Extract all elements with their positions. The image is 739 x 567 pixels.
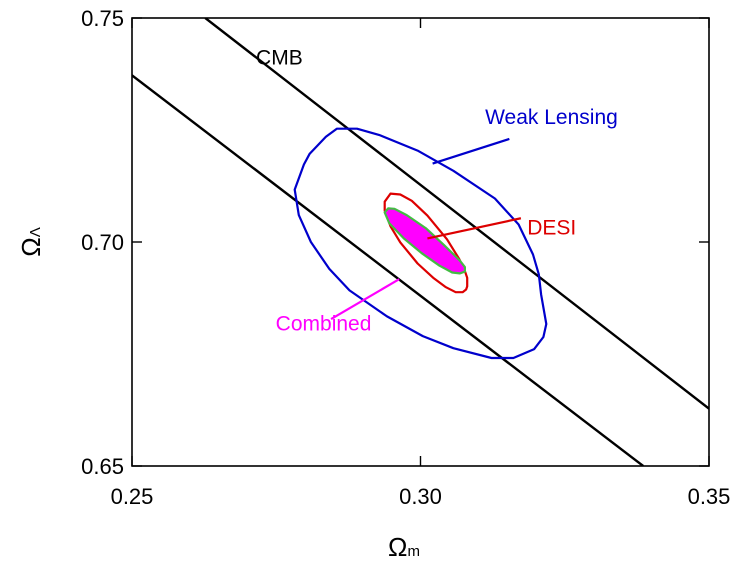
y-tick-label: 0.70	[81, 230, 124, 255]
weak-lensing-contour	[293, 127, 548, 360]
desi-pointer-line	[427, 217, 522, 240]
weak-lensing-pointer-line	[432, 137, 510, 165]
annotation-layer: CMB Weak Lensing DESI Combined	[256, 47, 618, 336]
y-tick-label: 0.75	[81, 6, 124, 31]
data-layer	[132, 18, 709, 466]
x-tick-label: 0.30	[399, 484, 442, 509]
cmb-label: CMB	[256, 47, 303, 70]
y-axis-label: ΩΛ	[16, 227, 46, 256]
combined-label: Combined	[276, 312, 372, 335]
desi-contour	[383, 192, 469, 294]
y-axis-label-sub: Λ	[27, 227, 44, 237]
ticks-layer: 0.25 0.30 0.35 0.65 0.70 0.75	[81, 6, 730, 509]
weak-lensing-label: Weak Lensing	[485, 106, 618, 129]
x-axis-label-sub: m	[407, 543, 420, 560]
y-tick-label: 0.65	[81, 454, 124, 479]
y-axis-label-main: Ω	[16, 237, 46, 256]
x-tick-label: 0.25	[111, 484, 154, 509]
cmb-boundary-line-2	[132, 74, 644, 466]
cmb-boundary-line-1	[204, 18, 709, 410]
combined-filled-contour	[383, 207, 466, 275]
combined-pointer-line	[330, 278, 400, 321]
desi-label: DESI	[527, 216, 576, 239]
x-tick-label: 0.35	[688, 484, 731, 509]
x-axis-label-main: Ω	[388, 532, 407, 562]
x-axis-label: Ωm	[388, 532, 420, 562]
svg-text:ΩΛ: ΩΛ	[16, 227, 46, 256]
